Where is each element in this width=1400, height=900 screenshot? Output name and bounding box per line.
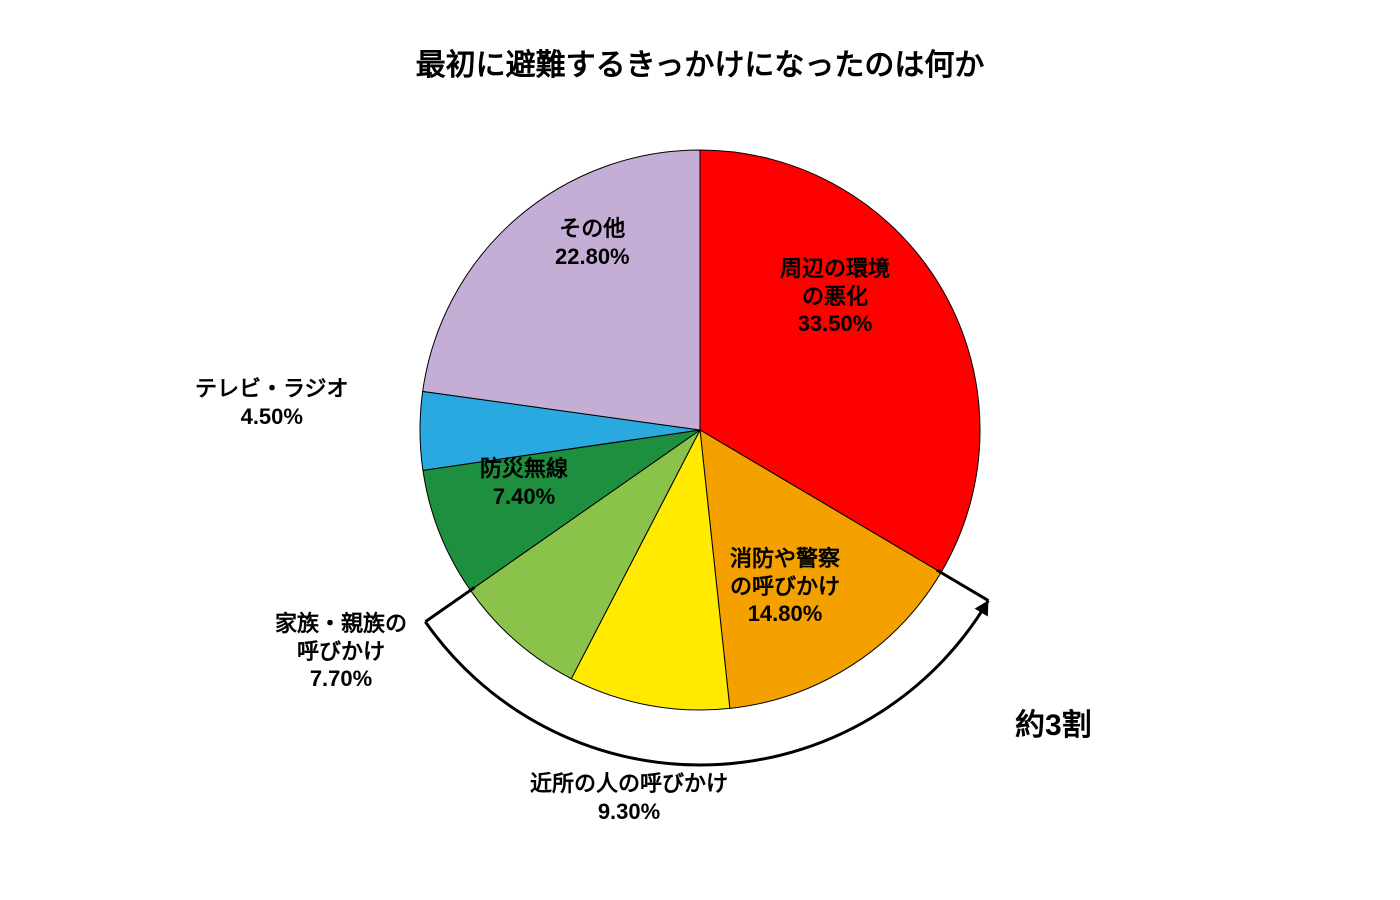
bracket-annotation: 約3割 <box>1015 700 1092 744</box>
slice-label-env: 周辺の環境の悪化33.50% <box>780 255 890 338</box>
slice-label-neighbor: 近所の人の呼びかけ9.30% <box>530 770 728 825</box>
slice-label-firepol: 消防や警察の呼びかけ14.80% <box>730 545 840 628</box>
slice-label-musen: 防災無線7.40% <box>480 455 568 510</box>
pie-slices <box>420 150 980 710</box>
pie-slice-other <box>423 150 700 430</box>
chart-container: 最初に避難するきっかけになったのは何か 周辺の環境の悪化33.50% 消防や警察… <box>0 0 1400 900</box>
slice-label-family: 家族・親族の呼びかけ7.70% <box>275 610 407 693</box>
chart-title: 最初に避難するきっかけになったのは何か <box>416 40 985 84</box>
slice-label-other: その他22.80% <box>555 215 630 270</box>
pie-chart <box>380 110 1020 750</box>
slice-label-tvradio: テレビ・ラジオ4.50% <box>195 375 349 430</box>
